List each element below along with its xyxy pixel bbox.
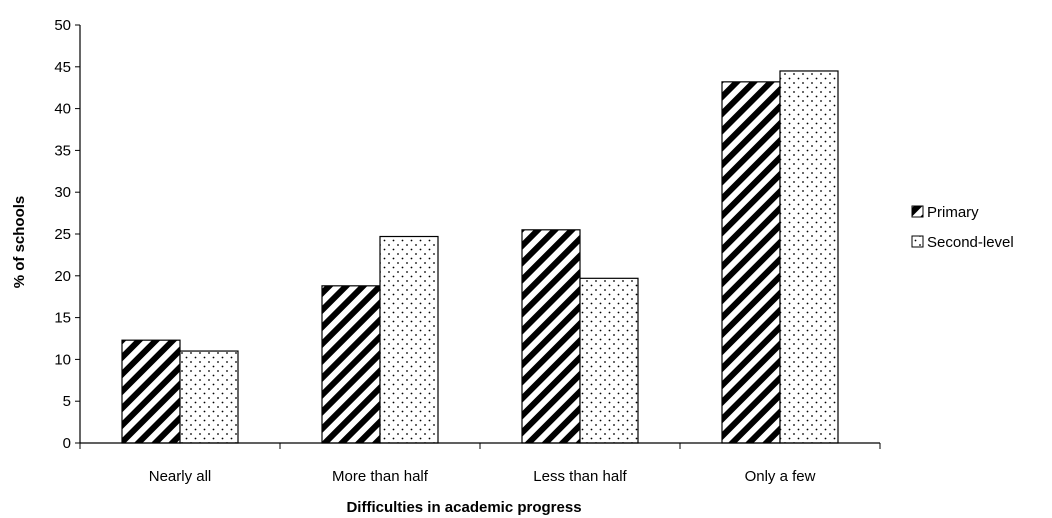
- y-tick-label: 40: [54, 101, 71, 118]
- legend-swatch: [911, 205, 924, 218]
- x-tick-label: More than half: [332, 468, 429, 485]
- bar-second-level-2: [379, 235, 439, 444]
- x-tick-label: Only a few: [745, 468, 816, 485]
- bar-primary-4: [721, 81, 781, 444]
- x-axis-labels: Nearly all More than half Less than half On…: [149, 468, 816, 485]
- bar-second-level-4: [779, 70, 839, 444]
- y-tick-label: 25: [54, 226, 71, 243]
- y-axis-ticks: 0 5 10 15 20 25 30 35 40 45 50: [54, 17, 80, 452]
- legend-swatch: [911, 235, 924, 248]
- y-tick-label: 20: [54, 268, 71, 285]
- y-tick-label: 0: [63, 435, 71, 452]
- bar-second-level-3: [579, 277, 639, 444]
- bar-primary-3: [521, 229, 581, 444]
- y-tick-label: 35: [54, 142, 71, 159]
- legend: Primary Second-level: [911, 204, 1014, 251]
- bar-primary-2: [321, 285, 381, 444]
- x-axis-title: Difficulties in academic progress: [346, 499, 581, 516]
- bar-primary-1: [121, 339, 181, 444]
- y-tick-label: 10: [54, 351, 71, 368]
- y-tick-label: 15: [54, 310, 71, 327]
- y-tick-label: 30: [54, 184, 71, 201]
- bars: [121, 70, 839, 444]
- legend-label: Primary: [927, 204, 979, 221]
- x-tick-label: Less than half: [533, 468, 627, 485]
- bar-second-level-1: [179, 350, 239, 444]
- x-tick-label: Nearly all: [149, 468, 212, 485]
- axes: [79, 25, 881, 449]
- y-tick-label: 50: [54, 17, 71, 34]
- y-axis-title: % of schools: [11, 196, 28, 289]
- legend-label: Second-level: [927, 234, 1014, 251]
- y-tick-label: 45: [54, 59, 71, 76]
- y-tick-label: 5: [63, 393, 71, 410]
